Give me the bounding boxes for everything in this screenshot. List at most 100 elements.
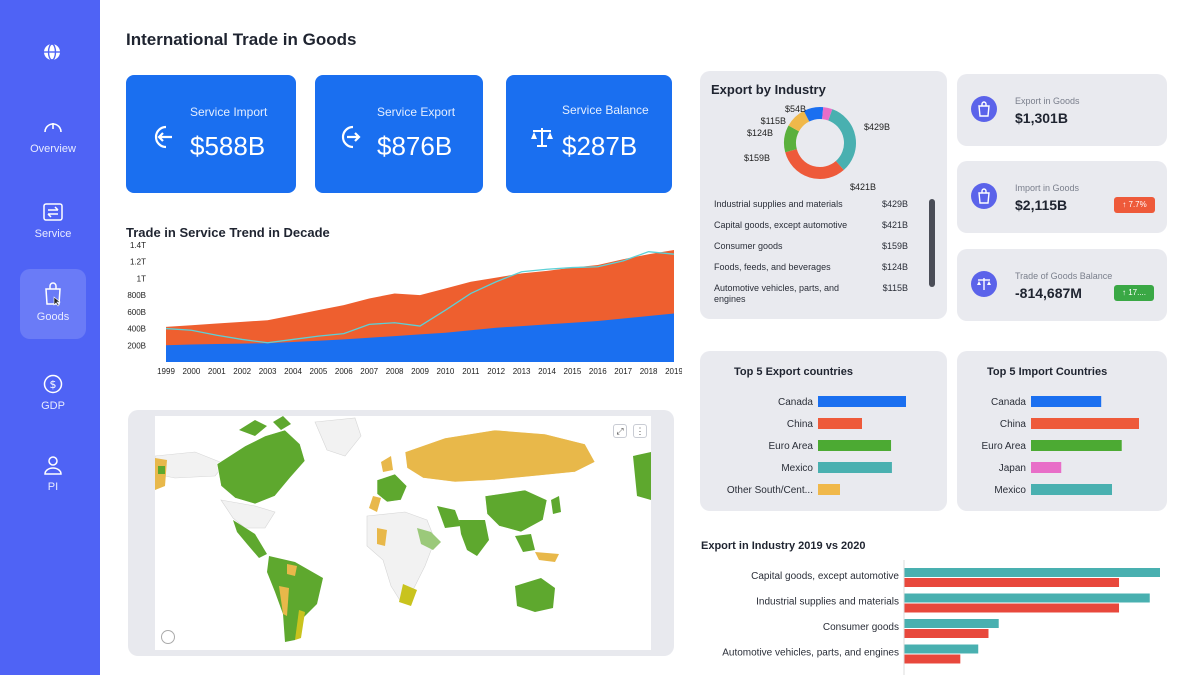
x-tick-label: 2015 [564,367,582,376]
more-options-icon[interactable]: ⋮ [633,424,647,438]
stat-card-import-goods[interactable]: Import in Goods $2,115B ↑ 7.7% [957,161,1167,233]
stat-value: $2,115B [1015,197,1068,213]
sidebar-item-gdp[interactable]: $ GDP [20,362,86,432]
trend-area-chart: 200B 400B 600B 800B 1T 1.2T 1.4T 1999 2000 2001 20… [127,241,682,376]
bar-2019 [904,593,1150,603]
change-badge: ↑ 7.7% [1114,197,1155,213]
x-tick-label: 2006 [335,367,353,376]
gauge-icon [44,123,62,133]
bar-2019 [904,644,979,654]
sidebar-item-overview[interactable]: Overview [20,105,86,175]
list-item[interactable]: Automotive vehicles, parts, and engines $… [714,283,908,304]
x-tick-label: 2005 [310,367,328,376]
stat-card-export-goods[interactable]: Export in Goods $1,301B [957,74,1167,146]
donut-slice [827,109,856,171]
line-series [165,251,675,344]
top-import-title: Top 5 Import Countries [987,366,1108,378]
kpi-card-service-balance[interactable]: Service Balance $287B [506,75,672,193]
x-tick-label: 2018 [640,367,658,376]
area-series-0 [166,313,674,362]
bar [1031,418,1139,429]
donut-slice [784,125,800,153]
y-tick-label: 200B [127,341,146,350]
balance-scale-icon [971,271,997,297]
stat-card-trade-balance[interactable]: Trade of Goods Balance -814,687M ↑ 17...… [957,249,1167,321]
x-tick-label: 2019 [665,367,682,376]
bar-category-label: Mexico [781,463,813,474]
industry-list: Industrial supplies and materials $429B C… [714,199,908,305]
sidebar-item-label: Goods [36,311,70,323]
dollar-icon: $ [43,374,63,394]
world-choropleth-map [154,416,651,642]
donut-label: $429B [864,122,890,132]
list-item[interactable]: Consumer goods $159B [714,241,908,251]
world-map-card: ⤢ ⋮ [128,410,674,656]
shopping-bag-icon [45,282,61,307]
expand-icon[interactable]: ⤢ [613,424,627,438]
bar [818,440,892,451]
bar-2020 [904,629,989,638]
industry-compare-title: Export in Industry 2019 vs 2020 [701,540,866,552]
top-import-bar-chart: Canada China Euro Area Japan Mexico [982,396,1139,496]
top-export-countries-card: Top 5 Export countries Canada China Euro A… [700,351,947,511]
x-tick-label: 1999 [157,367,175,376]
bar-category-label: Automotive vehicles, parts, and engines [722,648,899,659]
import-bag-icon [971,183,997,209]
stat-value: -814,687M [1015,285,1082,301]
bar [1031,396,1102,407]
bar-category-label: China [787,419,814,430]
world-map[interactable]: ⤢ ⋮ [154,416,651,650]
kpi-card-service-import[interactable]: Service Import $588B [126,75,296,193]
sidebar-item-pi[interactable]: PI [20,443,86,513]
balance-scale-icon [531,128,553,147]
x-tick-label: 2012 [487,367,505,376]
y-tick-label: 1.4T [130,241,146,250]
bar-2019 [904,619,999,628]
sidebar: Overview Service Goods $ GDP PI [0,0,100,675]
bar [1031,462,1062,473]
sidebar-item-label: Service [34,228,72,240]
bar-2019 [904,568,1160,577]
donut-slice [821,107,833,121]
top-import-countries-card: Top 5 Import Countries Canada China Euro A… [957,351,1167,511]
donut-label: $115B [761,116,786,126]
bar-category-label: Industrial supplies and materials [756,597,899,608]
list-item[interactable]: Foods, feeds, and beverages $124B [714,262,908,272]
x-tick-label: 2014 [538,367,556,376]
stat-label: Import in Goods [1015,183,1080,193]
bar-category-label: Consumer goods [823,622,899,633]
bar-2020 [904,654,961,664]
svg-text:$: $ [50,378,57,391]
bar-2020 [904,578,1120,587]
list-item[interactable]: Industrial supplies and materials $429B [714,199,908,209]
y-tick-label: 600B [127,308,146,317]
bar [818,484,840,495]
x-tick-label: 2017 [614,367,632,376]
export-icon [341,125,361,149]
x-tick-label: 2003 [259,367,277,376]
bar-category-label: Capital goods, except automotive [751,571,899,582]
donut-label: $159B [744,153,770,163]
y-tick-label: 400B [127,325,146,334]
x-tick-label: 2010 [437,367,455,376]
map-reset-icon[interactable] [161,630,175,644]
x-tick-label: 2000 [183,367,201,376]
x-tick-label: 2007 [360,367,378,376]
exchange-icon [43,203,63,221]
stat-label: Export in Goods [1015,96,1080,106]
export-by-industry-title: Export by Industry [711,82,826,97]
y-tick-label: 1.2T [130,258,146,267]
sidebar-item-service[interactable]: Service [20,190,86,260]
sidebar-item-goods[interactable]: Goods [20,269,86,339]
donut-slice [803,107,824,122]
donut-label: $54B [785,104,806,114]
x-tick-label: 2001 [208,367,226,376]
bar [1031,484,1112,495]
donut-slice [788,110,810,132]
kpi-value: $588B [190,131,266,161]
industry-list-scrollbar[interactable] [929,199,935,287]
kpi-label: Service Export [377,105,456,119]
stat-label: Trade of Goods Balance [1015,271,1113,281]
kpi-card-service-export[interactable]: Service Export $876B [315,75,483,193]
list-item[interactable]: Capital goods, except automotive $421B [714,220,908,230]
